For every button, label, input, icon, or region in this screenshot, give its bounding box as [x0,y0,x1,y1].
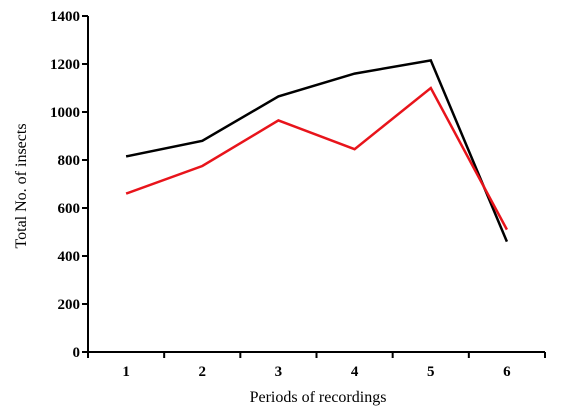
y-axis-title: Total No. of insects [13,123,30,248]
y-tick-label: 1400 [50,9,80,25]
x-tick-label: 4 [351,364,359,380]
x-tick-label: 2 [199,364,207,380]
x-tick-label: 3 [275,364,283,380]
chart-axes [87,16,545,353]
y-tick-label: 1200 [50,57,80,73]
series-line-2 [125,86,509,231]
x-axis-title: Periods of recordings [250,389,387,406]
y-tick-label: 800 [58,153,81,169]
x-tick-label: 1 [122,364,130,380]
y-tick-label: 1000 [50,105,80,121]
x-axis-ticks: 1 2 3 4 5 6 [87,352,546,380]
y-axis-ticks: 0 200 400 600 800 1000 1200 1400 [50,9,88,361]
x-tick-label: 6 [503,364,511,380]
y-tick-label: 400 [58,249,81,265]
x-tick-label: 5 [427,364,435,380]
y-tick-label: 200 [58,297,81,313]
y-tick-label: 600 [58,201,81,217]
y-tick-label: 0 [73,345,81,361]
series-layer [125,58,509,243]
series-line-1 [125,58,509,243]
